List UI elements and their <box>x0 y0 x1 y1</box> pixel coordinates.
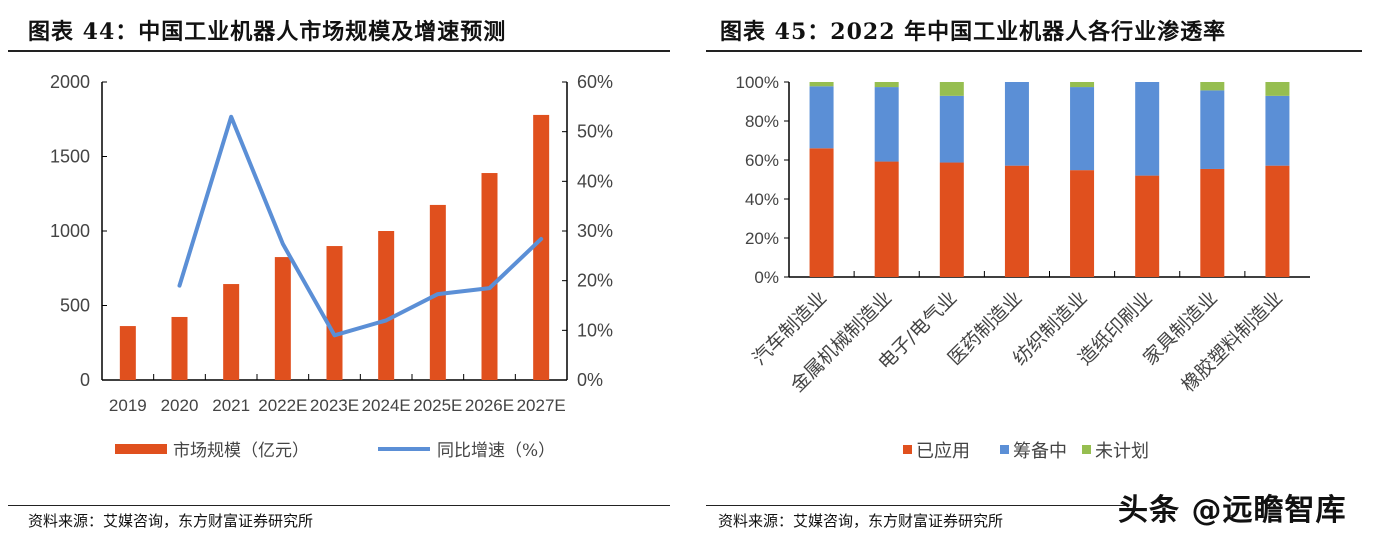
legend-label-growth-rate: 同比增速（%） <box>437 441 555 461</box>
title-underline-left <box>8 50 670 52</box>
x-tick-label: 2021 <box>212 396 250 415</box>
stacked-bar-未计划-纺织制造业 <box>1070 82 1095 88</box>
watermark: 头条 @远瞻智库 <box>1118 493 1347 528</box>
title-underline-right <box>706 50 1362 52</box>
legend-swatch-market-size <box>115 444 167 454</box>
stacked-bar-已应用-金属机械制造业 <box>874 161 899 277</box>
stacked-bar-筹备中-汽车制造业 <box>809 86 834 149</box>
bar-2020 <box>171 316 188 380</box>
stacked-bar-筹备中-造纸印刷业 <box>1135 82 1160 176</box>
bar-2021 <box>223 284 240 380</box>
stacked-bar-已应用-电子/电气业 <box>939 162 964 277</box>
x-tick-label: 2026E <box>465 396 514 415</box>
bar-2024E <box>378 231 395 380</box>
legend-swatch-0 <box>903 445 912 454</box>
stacked-bar-已应用-造纸印刷业 <box>1135 175 1160 277</box>
stacked-bar-已应用-橡胶塑料制造业 <box>1265 165 1290 277</box>
stacked-bar-已应用-家具制造业 <box>1200 168 1225 277</box>
source-note-left: 资料来源：艾媒咨询，东方财富证券研究所 <box>28 512 314 530</box>
legend-label: 筹备中 <box>1013 441 1067 462</box>
y-tick-label-45: 0% <box>754 268 779 287</box>
left-y-tick-label: 1500 <box>50 147 90 167</box>
stacked-bar-筹备中-医药制造业 <box>1004 82 1029 166</box>
x-tick-label: 2024E <box>362 396 411 415</box>
left-y-tick-label: 1000 <box>50 221 90 241</box>
stacked-bar-已应用-纺织制造业 <box>1070 170 1095 277</box>
left-y-tick-label: 0 <box>80 370 90 390</box>
stacked-bar-筹备中-橡胶塑料制造业 <box>1265 95 1290 166</box>
right-y-tick-label: 50% <box>577 122 613 142</box>
stacked-bar-未计划-金属机械制造业 <box>874 82 899 88</box>
stacked-bar-筹备中-家具制造业 <box>1200 90 1225 169</box>
legend-label-market-size: 市场规模（亿元） <box>173 441 309 461</box>
chart-44-title: 图表 44：中国工业机器人市场规模及增速预测 <box>28 19 507 45</box>
bar-2023E <box>326 246 343 380</box>
x-tick-label: 2019 <box>109 396 147 415</box>
x-tick-label: 2020 <box>161 396 199 415</box>
y-tick-label-45: 100% <box>736 73 779 92</box>
x-tick-label: 2025E <box>413 396 462 415</box>
bar-2022E <box>274 257 291 380</box>
y-tick-label-45: 60% <box>745 151 779 170</box>
source-divider-right <box>706 505 1126 506</box>
right-y-tick-label: 10% <box>577 320 613 340</box>
stacked-bar-筹备中-电子/电气业 <box>939 95 964 163</box>
legend-label: 未计划 <box>1095 441 1149 462</box>
stacked-bar-已应用-医药制造业 <box>1004 165 1029 277</box>
right-y-tick-label: 20% <box>577 271 613 291</box>
left-y-tick-label: 2000 <box>50 72 90 92</box>
right-y-tick-label: 0% <box>577 370 603 390</box>
left-y-tick-label: 500 <box>60 296 90 316</box>
legend-swatch-1 <box>1000 445 1009 454</box>
x-tick-label: 2027E <box>517 396 566 415</box>
stacked-bar-未计划-汽车制造业 <box>809 82 834 87</box>
bar-2019 <box>119 326 136 380</box>
x-tick-label: 2022E <box>258 396 307 415</box>
stacked-bar-未计划-电子/电气业 <box>939 82 964 96</box>
right-y-tick-label: 60% <box>577 72 613 92</box>
stacked-bar-未计划-橡胶塑料制造业 <box>1265 82 1290 96</box>
y-tick-label-45: 40% <box>745 190 779 209</box>
stacked-bar-筹备中-金属机械制造业 <box>874 87 899 162</box>
legend-swatch-2 <box>1082 445 1091 454</box>
bar-2026E <box>481 173 498 380</box>
stacked-bar-已应用-汽车制造业 <box>809 148 834 277</box>
stacked-bar-未计划-家具制造业 <box>1200 82 1225 91</box>
source-note-right: 资料来源：艾媒咨询，东方财富证券研究所 <box>718 512 1004 530</box>
y-tick-label-45: 80% <box>745 112 779 131</box>
right-y-tick-label: 30% <box>577 221 613 241</box>
stacked-bar-筹备中-纺织制造业 <box>1070 87 1095 171</box>
x-tick-label: 2023E <box>310 396 359 415</box>
bar-2027E <box>533 114 550 380</box>
legend-label: 已应用 <box>916 441 970 462</box>
growth-rate-line <box>177 114 544 338</box>
right-y-tick-label: 40% <box>577 171 613 191</box>
chart-45-title: 图表 45：2022 年中国工业机器人各行业渗透率 <box>720 19 1227 45</box>
source-divider-left <box>8 505 670 506</box>
y-tick-label-45: 20% <box>745 229 779 248</box>
